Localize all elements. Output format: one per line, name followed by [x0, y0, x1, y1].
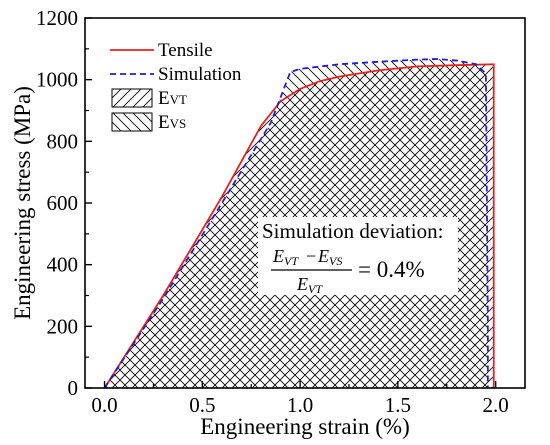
annotation-background: [258, 217, 458, 295]
legend-item: Tensile: [110, 40, 213, 61]
legend-item: EVT: [111, 88, 187, 109]
x-tick-label: 2.0: [483, 393, 509, 417]
series-line-simulation: [103, 58, 489, 388]
formula-minus: −: [306, 246, 316, 266]
formula-result: = 0.4%: [358, 257, 425, 282]
y-tick-label: 800: [47, 129, 79, 153]
legend-label: EVS: [158, 112, 186, 133]
legend: Tensile Simulation EVT EVS: [110, 40, 242, 133]
formula-numerator-right: EVS: [317, 246, 342, 268]
x-tick-label: 1.5: [385, 393, 411, 417]
legend-swatch-hatch: [111, 112, 153, 132]
axes-layer: 0.0 0.5 1.0 1.5 2.0 0 200 400 600 800 1000 1200: [36, 6, 509, 417]
y-axis-title: Engineering stress (MPa): [10, 86, 35, 320]
legend-item: Simulation: [110, 64, 242, 85]
legend-label: EVT: [158, 88, 187, 109]
formula-numerator-left: EVT: [272, 246, 299, 268]
x-tick-label: 0.5: [189, 393, 215, 417]
y-tick-label: 400: [47, 253, 79, 277]
x-tick-label: 0.0: [91, 393, 117, 417]
formula-denominator: EVT: [296, 274, 323, 296]
legend-label: Tensile: [158, 40, 213, 61]
y-tick-label: 600: [47, 191, 79, 215]
y-tick-label: 1000: [36, 68, 78, 92]
y-tick-label: 0: [68, 376, 79, 400]
series-line-tensile: [103, 63, 495, 388]
series-layer: [103, 58, 495, 388]
x-tick-label: 1.0: [287, 393, 313, 417]
legend-swatch-hatch: [111, 88, 153, 108]
annotation-title: Simulation deviation:: [262, 219, 443, 243]
legend-label: Simulation: [158, 64, 242, 85]
y-tick-label: 1200: [36, 6, 78, 30]
legend-item: EVS: [111, 112, 186, 133]
y-tick-label: 200: [47, 314, 79, 338]
x-axis-title: Engineering strain (%): [200, 414, 409, 439]
